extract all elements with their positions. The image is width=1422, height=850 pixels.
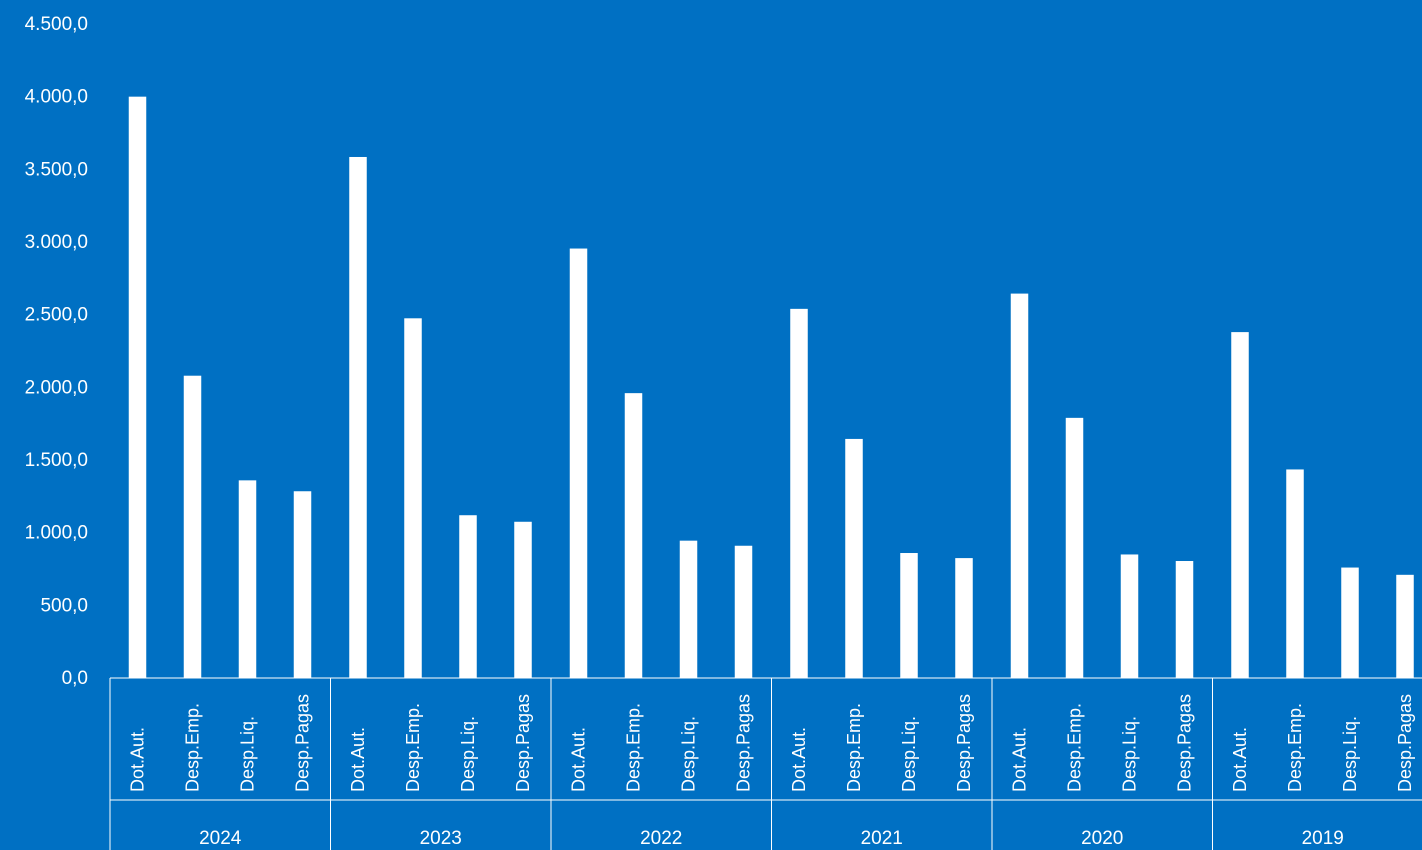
x-tick-label: Desp.Emp. <box>183 703 203 792</box>
y-tick-label: 3.000,0 <box>25 232 88 253</box>
x-tick-label: Desp.Liq. <box>238 716 258 792</box>
bar <box>239 480 257 678</box>
bar <box>1341 568 1359 678</box>
x-tick-label: Desp.Liq. <box>679 716 699 792</box>
bar <box>459 515 477 678</box>
bar <box>570 249 588 678</box>
bar <box>845 439 863 678</box>
y-tick-label: 1.000,0 <box>25 523 88 544</box>
bar <box>184 376 202 678</box>
bar <box>294 491 312 678</box>
bars-layer <box>129 97 1414 678</box>
x-tick-label: Desp.Pagas <box>513 694 533 792</box>
group-label: 2022 <box>640 828 682 849</box>
y-tick-label: 4.500,0 <box>25 14 88 35</box>
bar <box>735 546 753 678</box>
x-tick-label: Desp.Liq. <box>899 716 919 792</box>
y-tick-label: 500,0 <box>40 595 88 616</box>
x-tick-label: Dot.Aut. <box>789 727 809 792</box>
bar <box>1176 561 1194 678</box>
bar <box>514 522 532 678</box>
bar <box>625 393 643 678</box>
bar <box>404 318 422 678</box>
group-label: 2019 <box>1302 828 1344 849</box>
bar <box>1396 575 1414 678</box>
x-tick-label: Dot.Aut. <box>1230 727 1250 792</box>
bar <box>955 558 973 678</box>
bar <box>349 157 367 678</box>
bar <box>1231 332 1249 678</box>
x-tick-label: Dot.Aut. <box>128 727 148 792</box>
x-tick-label: Desp.Emp. <box>1065 703 1085 792</box>
x-tick-label: Desp.Pagas <box>293 694 313 792</box>
bar <box>790 309 808 678</box>
group-label: 2020 <box>1081 828 1123 849</box>
bar <box>1011 294 1029 678</box>
x-tick-label: Desp.Emp. <box>403 703 423 792</box>
group-label: 2024 <box>199 828 242 849</box>
bar <box>1066 418 1084 678</box>
y-tick-label: 4.000,0 <box>25 87 88 108</box>
x-tick-label: Desp.Liq. <box>458 716 478 792</box>
group-label: 2021 <box>861 828 903 849</box>
x-tick-label: Desp.Liq. <box>1340 716 1360 792</box>
x-tick-label: Desp.Emp. <box>844 703 864 792</box>
y-tick-label: 2.500,0 <box>25 305 88 326</box>
bar <box>129 97 147 678</box>
y-tick-label: 1.500,0 <box>25 450 88 471</box>
x-tick-label: Desp.Pagas <box>954 694 974 792</box>
group-label: 2023 <box>420 828 462 849</box>
x-tick-label: Dot.Aut. <box>569 727 589 792</box>
x-tick-label: Desp.Pagas <box>734 694 754 792</box>
bar <box>900 553 918 678</box>
y-tick-label: 3.500,0 <box>25 159 88 180</box>
bar <box>680 541 698 678</box>
x-tick-label: Desp.Emp. <box>1285 703 1305 792</box>
bar <box>1121 554 1139 678</box>
y-tick-label: 0,0 <box>62 668 88 689</box>
x-tick-label: Dot.Aut. <box>1010 727 1030 792</box>
y-axis: 0,0 500,0 1.000,0 1.500,0 2.000,0 2.500,0 3.00… <box>25 14 88 689</box>
x-tick-label: Desp.Pagas <box>1175 694 1195 792</box>
y-tick-label: 2.000,0 <box>25 377 88 398</box>
bar <box>1286 469 1304 678</box>
x-axis: Dot.Aut. Desp.Emp. Desp.Liq. Desp.Pagas 2024… <box>110 678 1422 850</box>
x-tick-label: Desp.Emp. <box>624 703 644 792</box>
x-tick-label: Dot.Aut. <box>348 727 368 792</box>
x-tick-label: Desp.Pagas <box>1395 694 1415 792</box>
x-tick-label: Desp.Liq. <box>1120 716 1140 792</box>
